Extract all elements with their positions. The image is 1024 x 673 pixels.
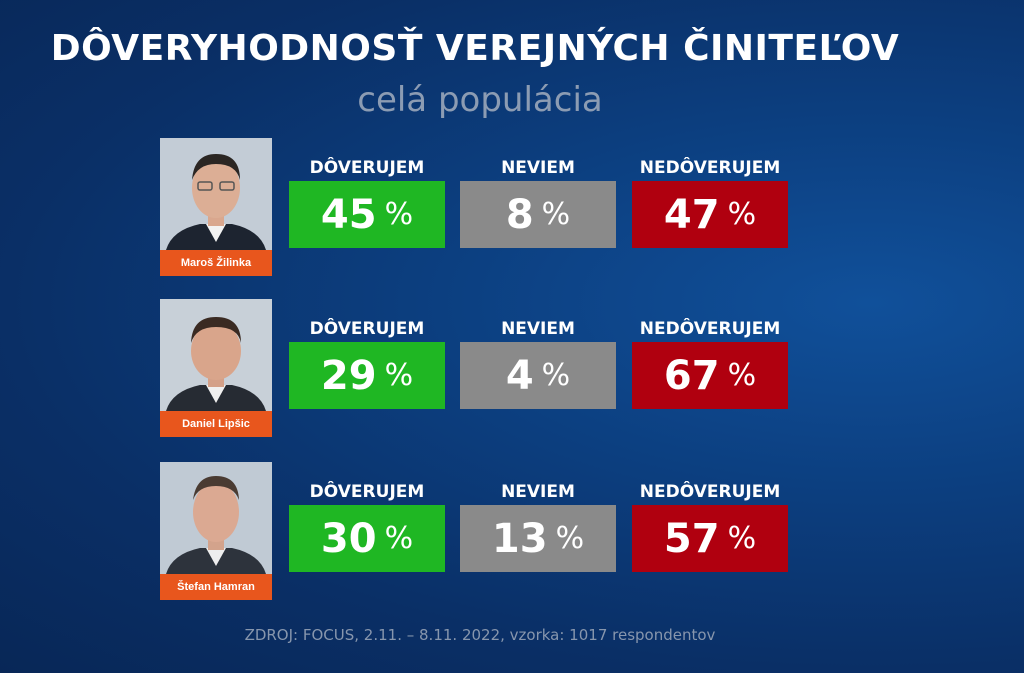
- column-label-unknown: NEVIEM: [501, 158, 575, 178]
- trust-value: 29: [320, 352, 377, 399]
- trust-value: 30: [320, 515, 377, 562]
- unknown-value-box: 4 %: [460, 342, 616, 409]
- trust-value-box: 45 %: [289, 181, 445, 248]
- column-label-trust: DÔVERUJEM: [309, 319, 425, 339]
- column-label-trust: DÔVERUJEM: [309, 158, 425, 178]
- distrust-value: 57: [663, 515, 720, 562]
- person-name-badge: Maroš Žilinka: [160, 250, 272, 276]
- column-label-trust: DÔVERUJEM: [309, 482, 425, 502]
- unknown-value: 13: [491, 515, 548, 562]
- person-row: Daniel Lipšic DÔVERUJEM NEVIEM NEDÔVERUJ…: [160, 299, 800, 439]
- percent-sign: %: [384, 521, 414, 556]
- unknown-value-box: 8 %: [460, 181, 616, 248]
- person-photo: Daniel Lipšic: [160, 299, 272, 437]
- chart-title: DÔVERYHODNOSŤ VEREJNÝCH ČINITEĽOV: [50, 28, 900, 69]
- source-note: ZDROJ: FOCUS, 2.11. – 8.11. 2022, vzorka…: [244, 626, 716, 644]
- person-photo: Štefan Hamran: [160, 462, 272, 600]
- person-row: Štefan Hamran DÔVERUJEM NEVIEM NEDÔVERUJ…: [160, 462, 800, 602]
- trust-value: 45: [320, 191, 377, 238]
- unknown-value: 4: [505, 352, 534, 399]
- percent-sign: %: [384, 197, 414, 232]
- percent-sign: %: [384, 358, 414, 393]
- percent-sign: %: [727, 521, 757, 556]
- trust-value-box: 29 %: [289, 342, 445, 409]
- distrust-value-box: 67 %: [632, 342, 788, 409]
- percent-sign: %: [555, 521, 585, 556]
- distrust-value-box: 57 %: [632, 505, 788, 572]
- percent-sign: %: [727, 197, 757, 232]
- person-name-badge: Štefan Hamran: [160, 574, 272, 600]
- column-label-distrust: NEDÔVERUJEM: [639, 319, 781, 339]
- column-label-unknown: NEVIEM: [501, 319, 575, 339]
- chart-subtitle: celá populácia: [357, 80, 603, 120]
- person-photo: Maroš Žilinka: [160, 138, 272, 276]
- percent-sign: %: [541, 358, 571, 393]
- column-label-distrust: NEDÔVERUJEM: [639, 482, 781, 502]
- person-name-badge: Daniel Lipšic: [160, 411, 272, 437]
- column-label-distrust: NEDÔVERUJEM: [639, 158, 781, 178]
- trust-value-box: 30 %: [289, 505, 445, 572]
- unknown-value-box: 13 %: [460, 505, 616, 572]
- distrust-value: 67: [663, 352, 720, 399]
- column-label-unknown: NEVIEM: [501, 482, 575, 502]
- distrust-value-box: 47 %: [632, 181, 788, 248]
- person-row: Maroš Žilinka DÔVERUJEM NEVIEM NEDÔVERUJ…: [160, 138, 800, 278]
- percent-sign: %: [727, 358, 757, 393]
- distrust-value: 47: [663, 191, 720, 238]
- unknown-value: 8: [505, 191, 534, 238]
- percent-sign: %: [541, 197, 571, 232]
